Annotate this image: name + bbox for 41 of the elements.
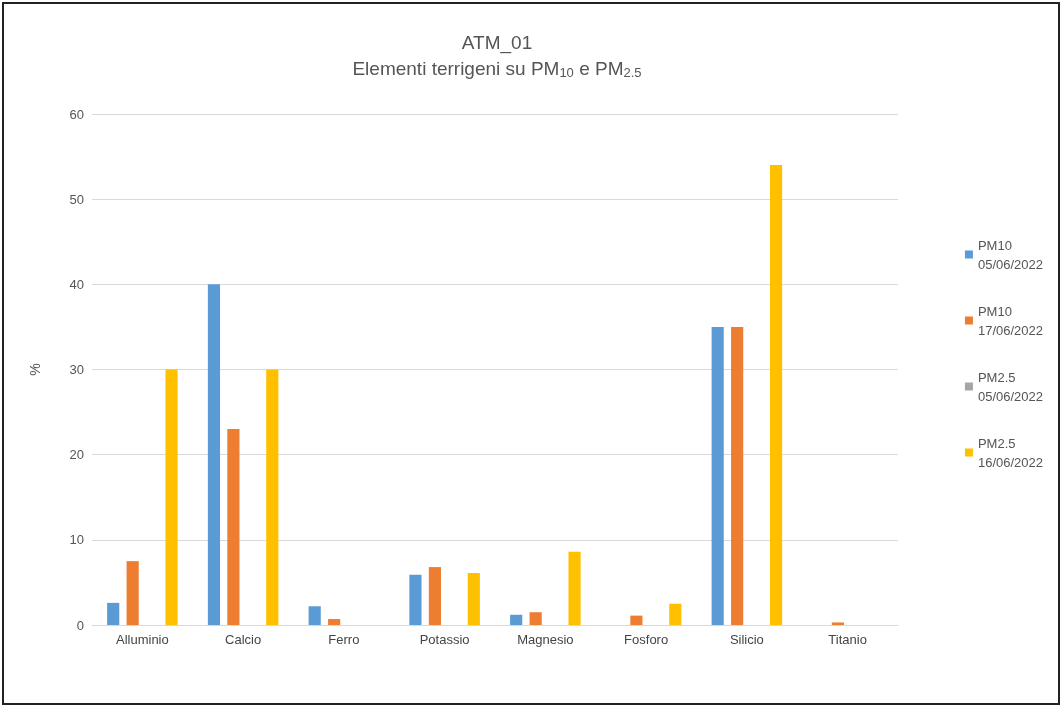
bar (428, 567, 441, 625)
x-tick-label: Alluminio (116, 632, 169, 647)
bar (467, 573, 480, 625)
legend-label: PM2.5 16/06/2022 (977, 435, 1044, 470)
x-tick-label: Magnesio (517, 632, 574, 647)
bar (308, 606, 321, 625)
bar (630, 615, 643, 625)
legend-label: PM10 17/06/2022 (977, 303, 1044, 338)
bar (769, 165, 783, 625)
bar (409, 574, 422, 625)
bar (731, 326, 744, 625)
bar (831, 622, 844, 625)
bar (510, 614, 523, 625)
bar (165, 369, 178, 625)
bar (568, 551, 581, 625)
chart-title: ATM_01 (461, 32, 533, 54)
y-tick-label: 40 (69, 276, 84, 292)
y-tick-label: 60 (69, 106, 84, 122)
x-tick-label: Silicio (729, 632, 764, 647)
bar (328, 619, 341, 625)
y-tick-label: 30 (69, 362, 84, 377)
legend-label: PM2.5 05/06/2022 (977, 369, 1044, 404)
y-tick-label: 10 (69, 532, 84, 548)
y-tick-label: 20 (69, 447, 84, 463)
x-tick-label: Calcio (225, 632, 262, 647)
bar (529, 612, 542, 625)
bar (711, 326, 724, 625)
y-tick-label: 0 (76, 617, 84, 633)
x-tick-label: Fosforo (624, 632, 669, 647)
bar (126, 561, 139, 625)
legend-label: PM10 05/06/2022 (977, 237, 1044, 272)
x-tick-label: Titanio (828, 632, 867, 647)
bar (266, 369, 279, 625)
y-axis-title: % (27, 363, 43, 376)
x-tick-label: Potassio (419, 632, 470, 647)
bar (227, 429, 240, 625)
bar (207, 284, 221, 625)
bar (669, 603, 682, 625)
x-tick-label: Ferro (328, 632, 360, 647)
y-tick-label: 50 (69, 191, 84, 207)
bar (107, 602, 120, 625)
